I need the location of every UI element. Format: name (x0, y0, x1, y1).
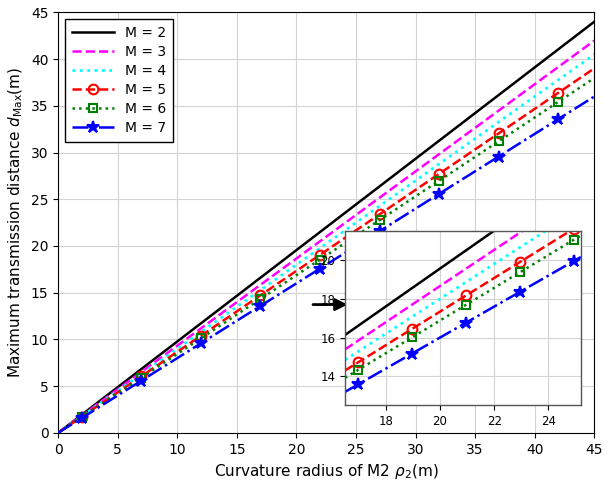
Line: M = 2: M = 2 (58, 21, 594, 433)
M = 3 (590, 38, 598, 43)
M = 4 (301, 256, 308, 262)
M = 7 (575, 103, 583, 109)
Line: M = 3: M = 3 (58, 41, 594, 433)
Legend: M = 2, M = 3, M = 4, M = 5, M = 6, M = 7: M = 2, M = 3, M = 4, M = 5, M = 6, M = 7 (65, 20, 173, 142)
M = 4 (82, 410, 89, 416)
M = 7 (590, 94, 598, 100)
M = 6 (54, 430, 62, 436)
M = 6 (575, 85, 582, 91)
M = 3 (575, 49, 582, 55)
M = 4 (575, 62, 583, 68)
M = 2 (575, 31, 583, 37)
M = 4 (575, 63, 582, 69)
Line: M = 7: M = 7 (52, 90, 601, 439)
Y-axis label: Maximum transmission distance $d_{\mathrm{Max}}$(m): Maximum transmission distance $d_{\mathr… (7, 67, 26, 378)
M = 7 (82, 413, 89, 419)
Line: M = 4: M = 4 (58, 55, 594, 433)
M = 5 (476, 143, 484, 149)
M = 3 (575, 49, 583, 55)
X-axis label: Curvature radius of M2 $\rho_2$(m): Curvature radius of M2 $\rho_2$(m) (214, 462, 439, 481)
Line: M = 6: M = 6 (54, 74, 598, 437)
M = 2 (590, 19, 598, 24)
M = 2 (54, 430, 62, 436)
M = 4 (54, 430, 62, 436)
M = 4 (476, 132, 484, 138)
M = 7 (315, 266, 323, 272)
M = 6 (575, 85, 583, 91)
Line: M = 5: M = 5 (54, 63, 599, 438)
M = 5 (590, 65, 598, 71)
M = 4 (315, 246, 323, 252)
M = 2 (575, 31, 582, 37)
M = 5 (301, 263, 308, 268)
M = 7 (575, 103, 582, 109)
M = 7 (54, 430, 62, 436)
M = 3 (82, 410, 89, 416)
M = 2 (315, 230, 323, 236)
M = 2 (476, 106, 484, 112)
M = 6 (301, 267, 308, 273)
M = 3 (315, 239, 323, 245)
M = 3 (301, 249, 308, 255)
M = 6 (82, 412, 89, 418)
M = 2 (82, 409, 89, 415)
M = 7 (301, 275, 308, 281)
M = 2 (301, 241, 308, 247)
M = 7 (476, 165, 484, 171)
M = 5 (82, 411, 89, 417)
M = 3 (476, 121, 484, 127)
M = 5 (575, 76, 582, 82)
M = 6 (315, 257, 323, 263)
M = 5 (575, 76, 583, 82)
M = 5 (54, 430, 62, 436)
M = 3 (54, 430, 62, 436)
M = 6 (590, 75, 598, 81)
M = 4 (590, 52, 598, 58)
M = 6 (476, 150, 484, 156)
M = 5 (315, 253, 323, 259)
